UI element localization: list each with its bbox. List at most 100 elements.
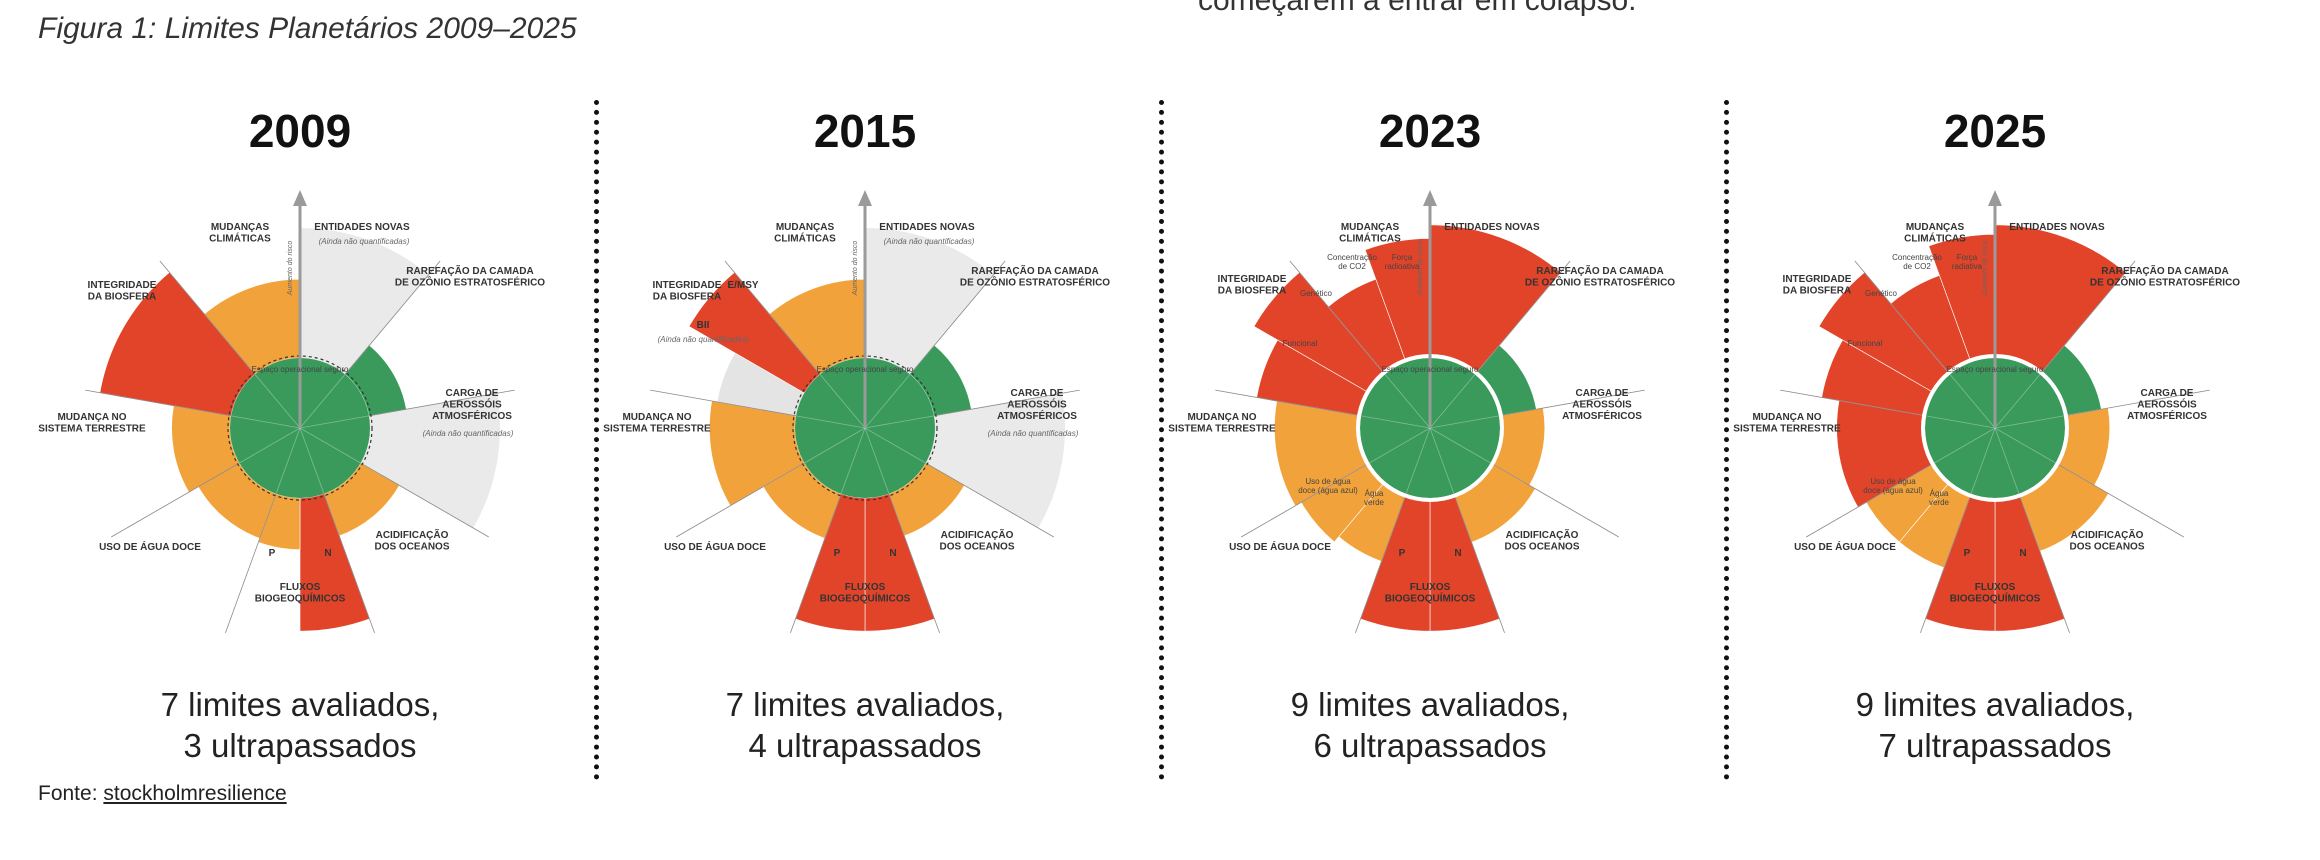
caption-line-1: 7 limites avaliados,	[160, 686, 440, 723]
boundaries-wheel: Aumento do risco Espaço operacional segur…	[1725, 178, 2265, 718]
intro-text-fragment: começarem a entrar em colapso.	[1198, 0, 1637, 17]
label-radiative-forcing: Força radiativa	[1952, 253, 1983, 271]
label-bii-note: (Ainda não quantificadas)	[658, 335, 749, 344]
dotted-separator	[594, 100, 599, 780]
label-aerosols: CARGA DE AEROSSÓIS ATMOSFÉRICOS	[997, 388, 1077, 422]
label-ozone: RAREFAÇÃO DA CAMADA DE OZÔNIO ESTRATOSFÉR…	[2090, 264, 2240, 289]
label-climate-change: MUDANÇAS CLIMÁTICAS	[209, 222, 271, 245]
label-biosphere-integrity: INTEGRIDADE DA BIOSFERA	[1218, 274, 1287, 297]
caption-line-1: 7 limites avaliados,	[725, 686, 1005, 723]
label-biosphere-integrity: INTEGRIDADE DA BIOSFERA	[1783, 274, 1852, 297]
panel-year: 2023	[1378, 105, 1482, 157]
label-phosphorus: P	[1399, 548, 1406, 559]
label-green-water: Água verde	[1929, 489, 1950, 507]
wheel-svg: Aumento do risco Espaço operacional segur…	[38, 190, 545, 633]
dotted-separator	[1724, 100, 1729, 780]
source-link[interactable]: stockholmresilience	[103, 782, 287, 805]
panel-year: 2009	[248, 105, 352, 157]
unquantified-sector	[925, 393, 1065, 528]
safe-spoke	[299, 374, 346, 429]
label-aerosols-note: (Ainda não quantificadas)	[988, 429, 1079, 438]
safe-space-label: Espaço operacional seguro	[252, 365, 350, 374]
panel-caption: 9 limites avaliados, 6 ultrapassados	[1160, 684, 1700, 766]
safe-spoke	[1429, 374, 1476, 429]
safe-spoke	[1994, 427, 2020, 494]
panel-2023: 2023 Aumento do risco Espaço operacional …	[1160, 86, 1700, 786]
safe-spoke	[1970, 427, 1996, 494]
label-freshwater: USO DE ÁGUA DOCE	[99, 540, 201, 553]
label-freshwater: USO DE ÁGUA DOCE	[1794, 540, 1896, 553]
label-climate-change: MUDANÇAS CLIMÁTICAS	[1904, 222, 1966, 245]
label-land-system: MUDANÇA NO SISTEMA TERRESTRE	[1733, 412, 1841, 435]
label-ocean-acidification: ACIDIFICAÇÃO DOS OCEANOS	[2069, 528, 2144, 553]
caption-line-2: 6 ultrapassados	[1313, 727, 1547, 764]
label-ocean-acidification: ACIDIFICAÇÃO DOS OCEANOS	[374, 528, 449, 553]
risk-axis-arrowhead	[858, 190, 872, 206]
caption-line-1: 9 limites avaliados,	[1855, 686, 2135, 723]
label-biogeochemical-flows: FLUXOS BIOGEOQUÍMICOS	[820, 582, 911, 605]
label-ocean-acidification: ACIDIFICAÇÃO DOS OCEANOS	[939, 528, 1014, 553]
label-green-water: Água verde	[1364, 489, 1385, 507]
safe-spoke	[1429, 427, 1491, 464]
label-climate-change: MUDANÇAS CLIMÁTICAS	[774, 222, 836, 245]
safe-space-label: Espaço operacional seguro	[1382, 365, 1480, 374]
caption-line-1: 9 limites avaliados,	[1290, 686, 1570, 723]
panel-caption: 9 limites avaliados, 7 ultrapassados	[1725, 684, 2265, 766]
safe-spoke	[230, 415, 301, 429]
label-novel-entities: ENTIDADES NOVAS	[879, 222, 975, 233]
risk-axis-label: Aumento do risco	[1982, 241, 1989, 297]
safe-spoke	[1369, 427, 1431, 464]
safe-space-label: Espaço operacional seguro	[817, 365, 915, 374]
safe-spoke	[864, 415, 935, 429]
caption-line-2: 7 ultrapassados	[1878, 727, 2112, 764]
wheel-svg: Aumento do risco Espaço operacional segur…	[603, 190, 1110, 633]
wheel-svg: Aumento do risco Espaço operacional segur…	[1733, 190, 2240, 633]
panel-caption: 7 limites avaliados, 4 ultrapassados	[595, 684, 1135, 766]
safe-space-label: Espaço operacional seguro	[1947, 365, 2045, 374]
label-co2-concentration: Concentração de CO2	[1892, 253, 1942, 271]
risk-axis-arrowhead	[1988, 190, 2002, 206]
label-genetic: Genético	[1300, 289, 1333, 298]
risk-axis-label: Aumento do risco	[287, 241, 294, 297]
label-ozone: RAREFAÇÃO DA CAMADA DE OZÔNIO ESTRATOSFÉR…	[960, 264, 1110, 289]
safe-spoke	[1360, 415, 1431, 429]
safe-spoke	[1429, 415, 1500, 429]
boundaries-wheel: Aumento do risco Espaço operacional segur…	[30, 178, 570, 718]
safe-spoke	[1384, 374, 1431, 429]
unquantified-sector	[300, 228, 429, 375]
label-nitrogen: N	[324, 548, 331, 559]
wheel-svg: Aumento do risco Espaço operacional segur…	[1168, 190, 1675, 633]
safe-spoke	[864, 427, 890, 494]
label-land-system: MUDANÇA NO SISTEMA TERRESTRE	[1168, 412, 1276, 435]
panel-2015: 2015 Aumento do risco Espaço operacional …	[595, 86, 1135, 786]
label-ocean-acidification: ACIDIFICAÇÃO DOS OCEANOS	[1504, 528, 1579, 553]
safe-spoke	[864, 374, 911, 429]
boundaries-wheel: Aumento do risco Espaço operacional segur…	[595, 178, 1135, 718]
label-land-system: MUDANÇA NO SISTEMA TERRESTRE	[38, 412, 146, 435]
label-biogeochemical-flows: FLUXOS BIOGEOQUÍMICOS	[255, 582, 346, 605]
label-novel-note: (Ainda não quantificadas)	[319, 237, 410, 246]
label-phosphorus: P	[269, 548, 276, 559]
safe-spoke	[1994, 415, 2065, 429]
bii-unquantified-sector	[717, 353, 805, 416]
label-novel-entities: ENTIDADES NOVAS	[1444, 222, 1540, 233]
label-bii: BII	[697, 320, 710, 331]
caption-line-2: 3 ultrapassados	[183, 727, 417, 764]
dotted-separator	[1159, 100, 1164, 780]
label-ozone: RAREFAÇÃO DA CAMADA DE OZÔNIO ESTRATOSFÉR…	[395, 264, 545, 289]
label-emsy: E/MSY	[727, 280, 758, 291]
risk-axis-label: Aumento do risco	[852, 241, 859, 297]
label-novel-entities: ENTIDADES NOVAS	[2009, 222, 2105, 233]
label-novel-entities: ENTIDADES NOVAS	[314, 222, 410, 233]
label-aerosols: CARGA DE AEROSSÓIS ATMOSFÉRICOS	[432, 388, 512, 422]
figure-title: Figura 1: Limites Planetários 2009–2025	[38, 12, 577, 45]
safe-spoke	[819, 374, 866, 429]
safe-spoke	[1934, 427, 1996, 464]
panel-year: 2015	[813, 105, 917, 157]
safe-spoke	[804, 427, 866, 464]
label-biogeochemical-flows: FLUXOS BIOGEOQUÍMICOS	[1385, 582, 1476, 605]
label-novel-note: (Ainda não quantificadas)	[884, 237, 975, 246]
safe-spoke	[1994, 427, 2056, 464]
source-prefix: Fonte:	[38, 782, 98, 805]
label-aerosols: CARGA DE AEROSSÓIS ATMOSFÉRICOS	[1562, 388, 1642, 422]
